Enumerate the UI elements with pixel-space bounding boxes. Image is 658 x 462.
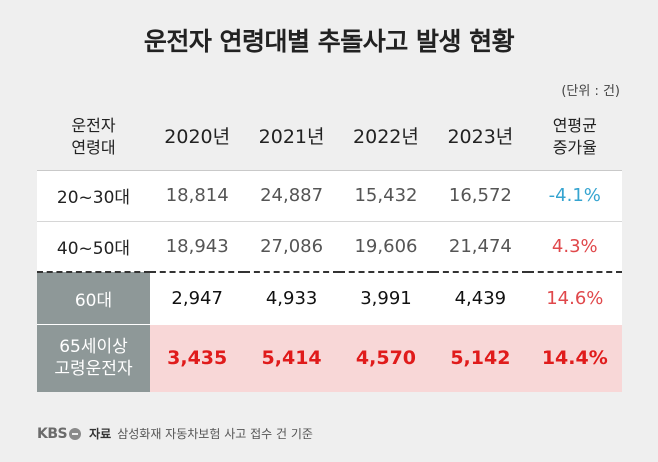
row-label: 60대 [37, 271, 150, 324]
source-text: 삼성화재 자동차보험 사고 접수 건 기준 [117, 427, 313, 441]
growth-rate: 4.3% [527, 220, 622, 272]
cell-value: 3,991 [338, 271, 434, 324]
cell-value: 18,814 [150, 169, 245, 221]
accident-table: 운전자 연령대 2020년 2021년 2022년 2023년 연평균 증가율 … [37, 104, 622, 392]
cell-value: 21,474 [433, 220, 528, 272]
cell-value: 15,432 [338, 169, 434, 221]
footer: KBS 자료 삼성화재 자동차보험 사고 접수 건 기준 [37, 425, 313, 442]
cell-value: 19,606 [338, 220, 434, 272]
cell-value: 4,439 [433, 271, 528, 324]
header-age-line2: 연령대 [71, 137, 116, 157]
header-age-group: 운전자 연령대 [37, 104, 150, 170]
header-row: 운전자 연령대 2020년 2021년 2022년 2023년 연평균 증가율 [37, 104, 622, 170]
row-label: 40~50대 [37, 220, 150, 272]
cell-value: 4,570 [338, 323, 434, 392]
cell-value: 16,572 [433, 169, 528, 221]
table-row: 40~50대 18,943 27,086 19,606 21,474 4.3% [37, 220, 622, 272]
header-growth: 연평균 증가율 [527, 104, 622, 170]
row-label-line1: 65세이상 [59, 337, 128, 358]
table-row: 60대 2,947 4,933 3,991 4,439 14.6% [37, 271, 622, 324]
header-year-2022: 2022년 [338, 104, 434, 170]
row-label: 65세이상 고령운전자 [37, 323, 150, 392]
cell-value: 5,414 [244, 323, 339, 392]
brand-logo-icon [69, 427, 82, 440]
table-row-highlight: 65세이상 고령운전자 3,435 5,414 4,570 5,142 14.4… [37, 323, 622, 392]
cell-value: 2,947 [150, 271, 245, 324]
brand-logo: KBS [37, 425, 68, 442]
header-year-2020: 2020년 [150, 104, 245, 170]
growth-rate: 14.4% [527, 323, 622, 392]
cell-value: 5,142 [433, 323, 528, 392]
cell-value: 27,086 [244, 220, 339, 272]
header-growth-line2: 증가율 [552, 137, 597, 157]
header-age-line1: 운전자 [71, 115, 116, 135]
table-row: 20~30대 18,814 24,887 15,432 16,572 -4.1% [37, 169, 622, 221]
row-label-line2: 고령운전자 [54, 359, 133, 380]
source-label: 자료 [89, 427, 112, 441]
header-year-2023: 2023년 [433, 104, 528, 170]
unit-label: (단위 : 건) [561, 84, 620, 99]
growth-rate: 14.6% [527, 271, 622, 324]
chart-title: 운전자 연령대별 추돌사고 발생 현황 [143, 27, 515, 56]
cell-value: 24,887 [244, 169, 339, 221]
cell-value: 3,435 [150, 323, 245, 392]
cell-value: 4,933 [244, 271, 339, 324]
header-year-2021: 2021년 [244, 104, 339, 170]
row-label: 20~30대 [37, 169, 150, 221]
cell-value: 18,943 [150, 220, 245, 272]
growth-rate: -4.1% [527, 169, 622, 221]
header-growth-line1: 연평균 [552, 115, 597, 135]
